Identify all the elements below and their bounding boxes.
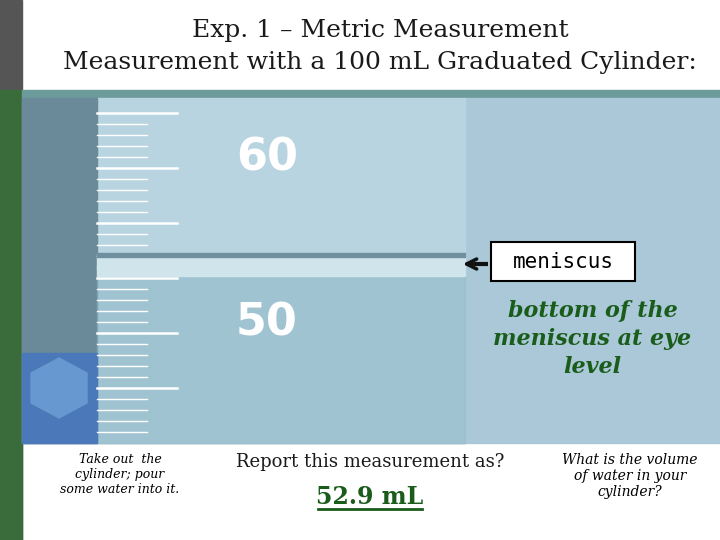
- Bar: [22, 98, 465, 443]
- Bar: [22, 90, 720, 98]
- Text: level: level: [564, 356, 621, 378]
- Text: What is the volume
of water in your
cylinder?: What is the volume of water in your cyli…: [562, 453, 698, 500]
- Text: Take out  the
cylinder; pour
some water into it.: Take out the cylinder; pour some water i…: [60, 453, 179, 496]
- Text: Report this measurement as?: Report this measurement as?: [236, 453, 504, 471]
- Text: 50: 50: [236, 301, 298, 345]
- Text: meniscus at eye: meniscus at eye: [493, 328, 692, 350]
- FancyBboxPatch shape: [491, 242, 635, 281]
- Bar: [465, 98, 720, 443]
- Bar: [97, 266, 465, 443]
- Text: 52.9 mL: 52.9 mL: [316, 485, 423, 509]
- Bar: [97, 253, 465, 257]
- Bar: [0, 0, 22, 540]
- Text: Measurement with a 100 mL Graduated Cylinder:: Measurement with a 100 mL Graduated Cyli…: [63, 51, 697, 73]
- Text: Exp. 1 – Metric Measurement: Exp. 1 – Metric Measurement: [192, 18, 568, 42]
- Bar: [97, 98, 465, 443]
- Text: meniscus: meniscus: [513, 252, 613, 272]
- Text: 60: 60: [236, 137, 298, 179]
- Text: bottom of the: bottom of the: [508, 300, 678, 322]
- Bar: [0, 90, 22, 540]
- Polygon shape: [31, 358, 87, 418]
- Bar: [22, 98, 97, 443]
- Bar: [97, 254, 465, 276]
- Bar: [22, 353, 97, 443]
